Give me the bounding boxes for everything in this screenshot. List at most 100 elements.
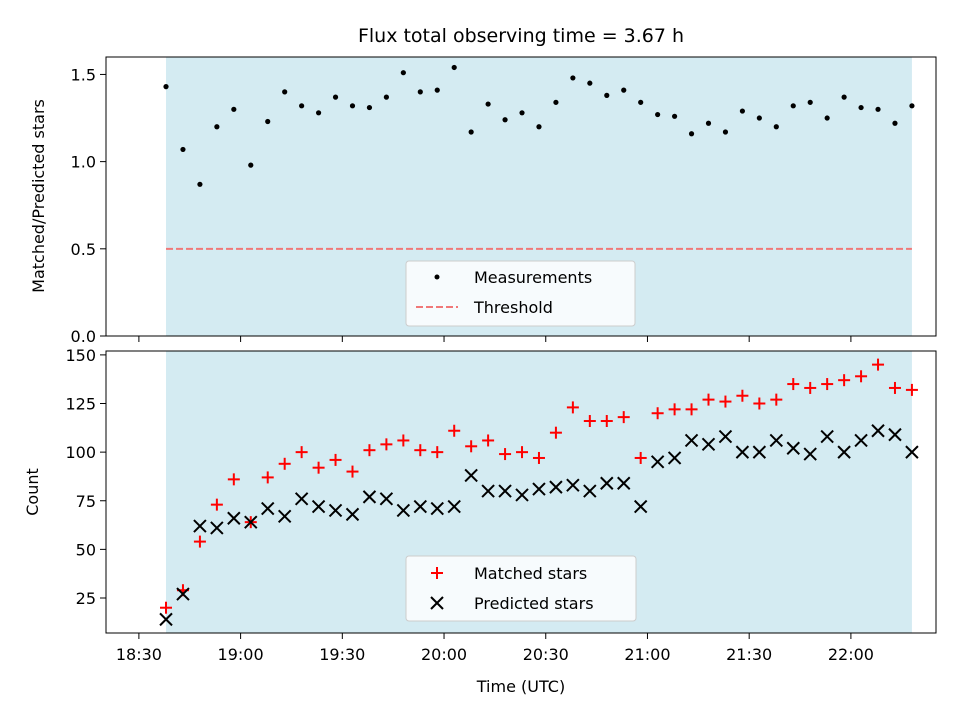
bottom-y-tick-label: 25: [76, 589, 96, 608]
matched-star-point: [397, 434, 410, 447]
x-tick-label: 21:30: [726, 645, 772, 664]
matched-star-point: [787, 378, 800, 391]
matched-star-point: [312, 461, 325, 474]
top-axes-frame: [105, 56, 937, 337]
predicted-star-point: [210, 521, 224, 535]
measurement-point: [841, 94, 847, 100]
top-y-ticks: 0.0 0.5 1.0 1.5: [71, 65, 106, 346]
measurement-point: [163, 84, 169, 90]
matched-star-point: [685, 403, 698, 416]
predicted-star-point: [871, 424, 885, 438]
bottom-y-axis-label: Count: [23, 468, 42, 516]
predicted-star-point: [905, 445, 919, 459]
predicted-star-point: [820, 429, 834, 444]
measurement-point: [248, 162, 254, 168]
matched-star-point: [702, 393, 715, 406]
measurement-point: [773, 124, 779, 130]
measurement-points: [163, 64, 915, 187]
measurement-point: [366, 104, 373, 111]
measurement-point: [638, 99, 644, 105]
matched-star-point: [838, 374, 851, 387]
bottom-y-tick-label: 100: [65, 443, 96, 462]
matched-star-point: [855, 370, 868, 383]
matched-star-point: [160, 601, 173, 614]
top-y-tick-label: 1.5: [71, 65, 96, 84]
matched-star-point: [329, 453, 342, 466]
matched-star-point: [532, 451, 545, 464]
measurement-point: [349, 103, 356, 109]
legend-predicted-label: Predicted stars: [474, 594, 594, 613]
predicted-star-point: [532, 482, 546, 496]
top-y-tick-label: 0.0: [71, 327, 96, 346]
measurement-point: [909, 103, 915, 109]
predicted-star-point: [769, 433, 784, 448]
matched-star-point: [651, 407, 664, 420]
predicted-star-point: [464, 468, 478, 483]
measurement-point: [417, 89, 423, 95]
predicted-star-point: [481, 484, 495, 498]
predicted-star-point: [447, 499, 461, 514]
x-tick-label: 20:00: [421, 645, 467, 664]
predicted-star-point: [837, 445, 851, 459]
matched-star-point: [380, 438, 393, 451]
measurement-point: [519, 110, 525, 116]
measurement-point: [790, 103, 796, 109]
predicted-star-point: [667, 451, 682, 465]
matched-star-point: [821, 378, 834, 391]
predicted-star-point: [345, 507, 360, 522]
measurement-point: [197, 181, 203, 187]
measurement-point: [570, 75, 576, 81]
predicted-star-point: [328, 503, 343, 518]
measurement-point: [688, 131, 695, 137]
matched-star-point: [600, 415, 613, 428]
measurement-point: [553, 99, 559, 105]
measurement-point: [858, 104, 864, 111]
measurement-point: [315, 110, 322, 116]
top-panel: 0.0 0.5 1.0 1.5 Matched/Predicted stars Mea…: [29, 56, 937, 346]
matched-star-point: [261, 471, 274, 484]
top-y-tick-label: 1.0: [71, 153, 96, 172]
predicted-star-point: [633, 499, 648, 514]
bottom-x-ticks: 18:30 19:00 19:30 20:00 20:30 21:00 21:30 22:00: [116, 633, 874, 664]
predicted-star-point: [566, 478, 580, 492]
bottom-legend: Matched stars Predicted stars: [405, 555, 637, 622]
predicted-star-point: [515, 488, 529, 502]
predicted-star-point: [159, 612, 173, 627]
legend-threshold-label: Threshold: [473, 298, 553, 317]
bottom-y-tick-label: 75: [76, 492, 96, 511]
predicted-star-point: [549, 480, 563, 494]
x-tick-label: 19:30: [319, 645, 365, 664]
predicted-star-point: [650, 455, 665, 469]
predicted-star-point: [294, 492, 309, 506]
matched-star-point: [516, 446, 529, 459]
measurement-point: [807, 99, 813, 105]
bottom-y-tick-label: 125: [65, 395, 96, 414]
matched-star-point: [736, 389, 749, 402]
predicted-star-point: [244, 515, 258, 529]
predicted-star-point: [176, 587, 190, 601]
predicted-star-point: [379, 492, 394, 506]
legend-matched-marker: [431, 567, 443, 579]
matched-star-point: [668, 403, 681, 416]
measurement-point: [383, 94, 389, 100]
matched-star-point: [346, 465, 359, 478]
bottom-y-tick-label: 50: [76, 540, 96, 559]
matched-star-point: [617, 411, 630, 424]
predicted-star-point: [684, 433, 699, 448]
legend-matched-label: Matched stars: [474, 564, 587, 583]
measurement-point: [587, 80, 593, 86]
matched-star-point: [278, 457, 291, 470]
matched-star-point: [448, 424, 461, 437]
predicted-star-point: [430, 501, 444, 516]
predicted-star-point: [803, 447, 817, 461]
predicted-star-point: [600, 476, 614, 490]
measurement-point: [756, 115, 762, 121]
matched-star-point: [634, 451, 647, 464]
x-tick-label: 22:00: [828, 645, 874, 664]
x-tick-label: 18:30: [116, 645, 162, 664]
matched-star-point: [193, 535, 206, 548]
predicted-star-point: [617, 476, 631, 490]
matched-star-point: [872, 358, 885, 371]
predicted-star-point: [193, 519, 207, 533]
